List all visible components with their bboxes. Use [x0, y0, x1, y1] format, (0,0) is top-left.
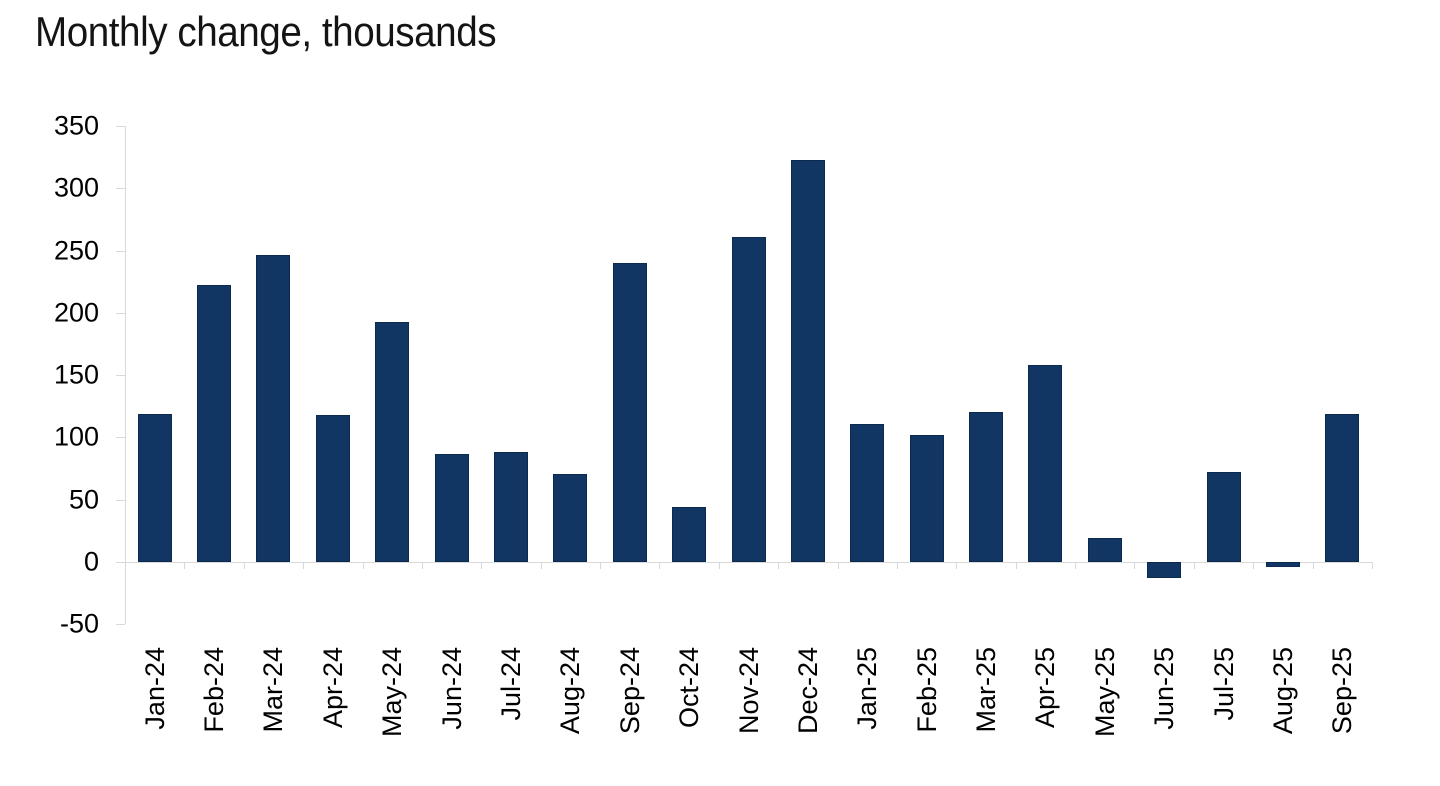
y-axis-tick [116, 312, 125, 314]
bar-feb-25 [909, 434, 944, 562]
y-axis-tick [116, 499, 125, 501]
x-axis-label: May-24 [377, 647, 408, 738]
chart-title: Monthly change, thousands [35, 8, 497, 55]
bar-mar-25 [969, 412, 1004, 562]
x-axis-tick [659, 562, 661, 569]
bar-may-24 [375, 321, 410, 562]
bar-jul-24 [493, 452, 528, 562]
x-axis-label: Jul-24 [495, 647, 526, 721]
bar-nov-24 [731, 236, 766, 562]
y-axis-tick-label: 0 [83, 546, 99, 577]
x-axis-label: Oct-24 [674, 647, 705, 729]
bar-jan-25 [850, 423, 885, 562]
x-axis-tick [837, 562, 839, 569]
x-axis-tick [1312, 562, 1314, 569]
y-axis-tick [116, 188, 125, 190]
bar-jul-25 [1206, 472, 1241, 562]
bar-jun-24 [434, 453, 469, 562]
x-axis-tick [421, 562, 423, 569]
x-axis-tick [778, 562, 780, 569]
bar-sep-25 [1325, 413, 1360, 562]
bar-apr-24 [315, 414, 350, 562]
x-axis-label: Sep-25 [1327, 647, 1358, 735]
bar-may-25 [1087, 538, 1122, 562]
bar-sep-24 [612, 262, 647, 562]
bar-aug-25 [1265, 562, 1300, 567]
bar-apr-25 [1028, 365, 1063, 562]
x-axis-label: Nov-24 [733, 647, 764, 735]
x-axis-tick [1253, 562, 1255, 569]
x-axis-label: Mar-25 [971, 647, 1002, 733]
x-axis-label: Sep-24 [614, 647, 645, 735]
x-axis-tick [243, 562, 245, 569]
x-axis-line [125, 562, 1372, 563]
x-axis-tick [1134, 562, 1136, 569]
x-axis-tick [540, 562, 542, 569]
bar-aug-24 [553, 473, 588, 562]
y-axis-tick-label: -50 [59, 608, 99, 639]
y-axis-tick-label: 50 [68, 484, 99, 515]
y-axis-tick-label: 250 [53, 235, 99, 265]
bar-dec-24 [790, 159, 825, 562]
x-axis-tick [600, 562, 602, 569]
x-axis-tick [1015, 562, 1017, 569]
x-axis-label: Jan-24 [139, 647, 170, 730]
y-axis-tick-label: 100 [53, 421, 99, 452]
x-axis-label: Jan-25 [852, 647, 883, 730]
y-axis-tick [116, 437, 125, 439]
y-axis-tick-label: 350 [53, 110, 99, 141]
x-axis-tick [1075, 562, 1077, 569]
x-axis-label: Aug-24 [555, 647, 586, 735]
y-axis-tick [116, 125, 125, 127]
x-axis-label: Jun-24 [436, 647, 467, 730]
y-axis-tick [116, 562, 125, 563]
x-axis-tick [1372, 562, 1373, 569]
x-axis-tick [896, 562, 898, 569]
y-axis-tick-label: 150 [53, 359, 99, 390]
x-axis-label: Dec-24 [792, 647, 823, 735]
bar-feb-24 [197, 285, 232, 562]
x-axis-tick [718, 562, 720, 569]
x-axis-label: Aug-25 [1267, 647, 1298, 735]
x-axis-label: Feb-24 [199, 647, 230, 733]
bar-mar-24 [256, 255, 291, 562]
y-axis-tick-label: 200 [53, 297, 99, 328]
y-axis-tick [116, 250, 125, 252]
bar-oct-24 [672, 507, 707, 562]
x-axis-label: Mar-24 [258, 647, 289, 733]
x-axis-tick [184, 562, 186, 569]
bar-jun-25 [1147, 562, 1182, 579]
y-axis-tick-label: 300 [53, 172, 99, 203]
x-axis-label: Jun-25 [1149, 647, 1180, 730]
x-axis-label: Apr-24 [317, 647, 348, 729]
bar-jan-24 [137, 413, 172, 562]
x-axis-label: May-25 [1089, 647, 1120, 738]
x-axis-label: Jul-25 [1208, 647, 1239, 721]
x-axis-tick [956, 562, 958, 569]
x-axis-tick [1193, 562, 1195, 569]
x-axis-label: Feb-25 [911, 647, 942, 733]
y-axis-tick [116, 624, 125, 626]
y-axis-tick [116, 375, 125, 377]
x-axis-tick [362, 562, 364, 569]
x-axis-tick [481, 562, 483, 569]
x-axis-label: Apr-25 [1030, 647, 1061, 729]
x-axis-tick [303, 562, 305, 569]
y-axis-line [125, 125, 126, 625]
